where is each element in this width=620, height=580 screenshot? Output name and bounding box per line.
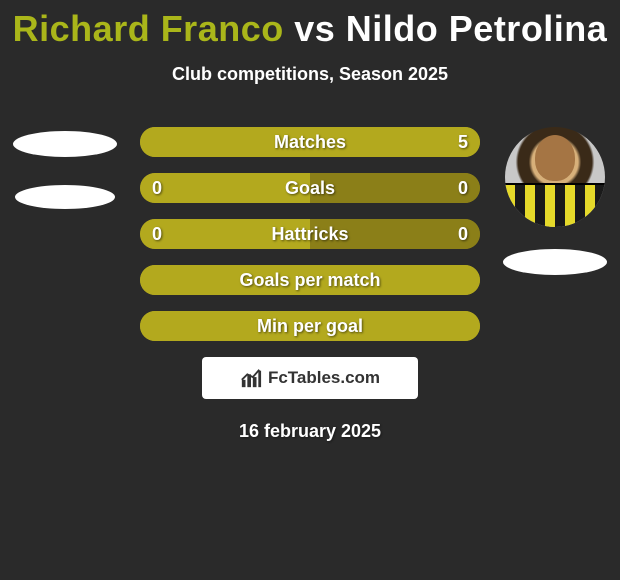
comparison-title: Richard Franco vs Nildo Petrolina — [0, 0, 620, 50]
stat-label: Matches — [274, 132, 346, 153]
player2-name: Nildo Petrolina — [346, 8, 608, 49]
stat-label: Goals per match — [239, 270, 380, 291]
stat-value-right: 5 — [458, 132, 468, 153]
stat-bars: Matches 5 Goals 0 0 Hattricks 0 0 Goals per matc… — [140, 127, 480, 341]
stat-row: Min per goal — [140, 311, 480, 341]
stat-value-left: 0 — [152, 224, 162, 245]
infographic-container: Richard Franco vs Nildo Petrolina Club c… — [0, 0, 620, 580]
fctables-badge: FcTables.com — [202, 357, 418, 399]
stat-row: Goals per match — [140, 265, 480, 295]
player1-name: Richard Franco — [13, 8, 284, 49]
player2-avatar-column — [500, 127, 610, 275]
stat-label: Hattricks — [271, 224, 348, 245]
stats-area: Matches 5 Goals 0 0 Hattricks 0 0 Goals per matc… — [0, 127, 620, 341]
stat-label: Goals — [285, 178, 335, 199]
badge-text: FcTables.com — [268, 368, 380, 388]
player1-avatar-column — [10, 127, 120, 209]
stat-value-right: 0 — [458, 224, 468, 245]
player2-team-placeholder — [503, 249, 607, 275]
stat-row: Hattricks 0 0 — [140, 219, 480, 249]
subtitle: Club competitions, Season 2025 — [0, 64, 620, 85]
stat-label: Min per goal — [257, 316, 363, 337]
player1-avatar-placeholder — [13, 131, 117, 157]
title-vs: vs — [294, 8, 335, 49]
stat-row: Goals 0 0 — [140, 173, 480, 203]
stat-value-right: 0 — [458, 178, 468, 199]
player2-avatar — [505, 127, 605, 227]
stat-row: Matches 5 — [140, 127, 480, 157]
stat-value-left: 0 — [152, 178, 162, 199]
player1-team-placeholder — [15, 185, 115, 209]
date-text: 16 february 2025 — [0, 421, 620, 442]
bar-chart-icon — [240, 367, 262, 389]
